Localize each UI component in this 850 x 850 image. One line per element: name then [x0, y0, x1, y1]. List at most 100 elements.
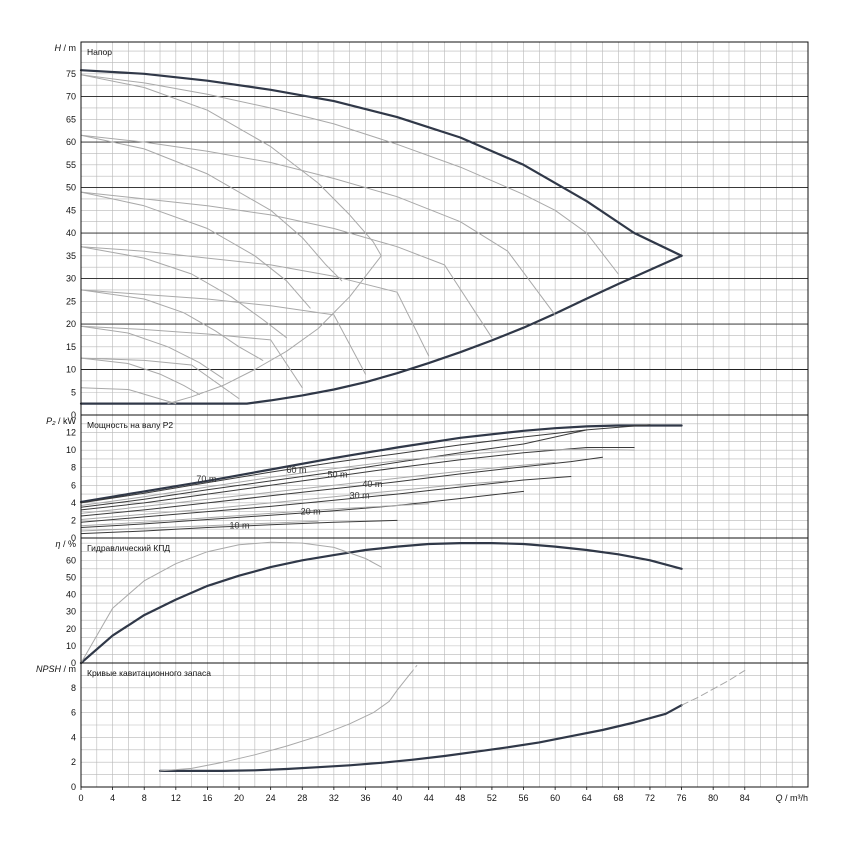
x-tick-label: 16	[202, 793, 212, 803]
y-axis-label: P₂ / kW	[46, 416, 76, 426]
series-line-npsh-2	[681, 669, 746, 706]
x-tick-label: 72	[645, 793, 655, 803]
y-tick-label: 4	[71, 732, 76, 742]
series-line-power-5	[80, 490, 524, 528]
y-tick-label: 4	[71, 498, 76, 508]
y-tick-label: 10	[66, 445, 76, 455]
series-line-power-1	[80, 424, 651, 504]
y-tick-label: 65	[66, 114, 76, 124]
series-line-head-10	[80, 74, 382, 257]
curve-label: 50 m	[328, 469, 348, 479]
panel-title: Мощность на валу P2	[87, 420, 173, 430]
y-tick-label: 2	[71, 515, 76, 525]
y-tick-label: 30	[66, 274, 76, 284]
curve-label: 30 m	[350, 490, 370, 500]
x-tick-label: 68	[613, 793, 623, 803]
curve-label: 60 m	[286, 465, 306, 475]
series-line-power-7	[80, 429, 588, 508]
y-tick-label: 6	[71, 708, 76, 718]
y-tick-label: 35	[66, 251, 76, 261]
x-tick-label: 48	[455, 793, 465, 803]
series-line-head-11	[80, 134, 343, 282]
panel-title: Напор	[87, 47, 112, 57]
y-tick-label: 10	[66, 365, 76, 375]
series-line-head-9	[80, 387, 177, 405]
y-tick-label: 20	[66, 319, 76, 329]
series-line-power-6	[80, 519, 398, 535]
x-tick-label: 64	[582, 793, 592, 803]
series-line-power-10	[80, 480, 509, 520]
y-tick-label: 5	[71, 387, 76, 397]
series-line-head-15	[80, 325, 224, 380]
y-axis-label: η / %	[55, 539, 76, 549]
y-tick-label: 8	[71, 683, 76, 693]
series-line-head-12	[80, 191, 311, 309]
y-tick-label: 0	[71, 533, 76, 543]
series-line-eff-1	[80, 541, 382, 664]
series-line-head-3	[80, 134, 556, 316]
y-tick-label: 60	[66, 137, 76, 147]
series-line-head-1	[79, 254, 683, 405]
series-line-power-9	[80, 461, 556, 514]
curve-label: 70 m	[196, 474, 216, 484]
series-line-npsh-0	[158, 704, 683, 773]
panel-frame	[80, 662, 809, 788]
y-tick-label: 55	[66, 160, 76, 170]
x-tick-label: 60	[550, 793, 560, 803]
y-tick-label: 60	[66, 555, 76, 565]
curve-label: 20 m	[301, 506, 321, 516]
y-tick-label: 30	[66, 607, 76, 617]
y-tick-label: 40	[66, 228, 76, 238]
series-line-head-16	[80, 357, 200, 395]
panel-title: Гидравлический КПД	[87, 543, 170, 553]
series-line-power-3	[80, 456, 603, 517]
x-tick-label: 80	[708, 793, 718, 803]
series-line-head-4	[80, 191, 493, 339]
series-line-eff-0	[79, 541, 683, 665]
x-tick-label: 52	[487, 793, 497, 803]
y-tick-label: 45	[66, 205, 76, 215]
y-tick-label: 20	[66, 624, 76, 634]
x-tick-label: 0	[78, 793, 83, 803]
x-tick-label: 76	[677, 793, 687, 803]
x-tick-label: 20	[234, 793, 244, 803]
x-tick-label: 84	[740, 793, 750, 803]
x-tick-label: 28	[297, 793, 307, 803]
x-tick-label: 12	[171, 793, 181, 803]
x-tick-label: 8	[142, 793, 147, 803]
y-tick-label: 0	[71, 782, 76, 792]
y-tick-label: 0	[71, 658, 76, 668]
x-tick-label: 40	[392, 793, 402, 803]
y-axis-label: H / m	[55, 43, 77, 53]
series-line-head-8	[80, 357, 240, 400]
y-tick-label: 8	[71, 463, 76, 473]
panel-power: 70 m 60 m 50 m 40 m30 m 20 m 10 m 0 2 4 6 8 10 12 P₂ …	[46, 414, 809, 543]
x-tick-label: 36	[360, 793, 370, 803]
series-line-power-11	[80, 503, 430, 527]
x-tick-label: 4	[110, 793, 115, 803]
series-line-head-5	[80, 246, 430, 357]
series-line-head-0	[79, 69, 683, 257]
y-tick-label: 75	[66, 69, 76, 79]
panel-eff: 0 10 20 30 40 50 60 η / % Гидравлический КПД	[55, 537, 809, 668]
y-tick-label: 10	[66, 641, 76, 651]
series-line-power-2	[80, 447, 635, 511]
y-tick-label: 40	[66, 590, 76, 600]
series-line-head-14	[80, 289, 264, 361]
series-line-head-7	[80, 325, 303, 389]
series-line-power-8	[80, 448, 635, 506]
series-line-power-12	[80, 520, 319, 532]
x-tick-label: 32	[329, 793, 339, 803]
x-tick-label: 44	[424, 793, 434, 803]
y-tick-label: 70	[66, 92, 76, 102]
y-axis-label: NPSH / m	[36, 664, 76, 674]
panel-head: 0 5 10 15 20 25 30 35 40 45 50 55 60 65 70 75 H / m Напор	[55, 41, 809, 420]
y-tick-label: 50	[66, 572, 76, 582]
panel-title: Кривые кавитационного запаса	[87, 668, 211, 678]
y-tick-label: 25	[66, 296, 76, 306]
x-tick-label: 24	[266, 793, 276, 803]
y-tick-label: 6	[71, 480, 76, 490]
x-axis-label: Q / m³/h	[775, 793, 808, 803]
